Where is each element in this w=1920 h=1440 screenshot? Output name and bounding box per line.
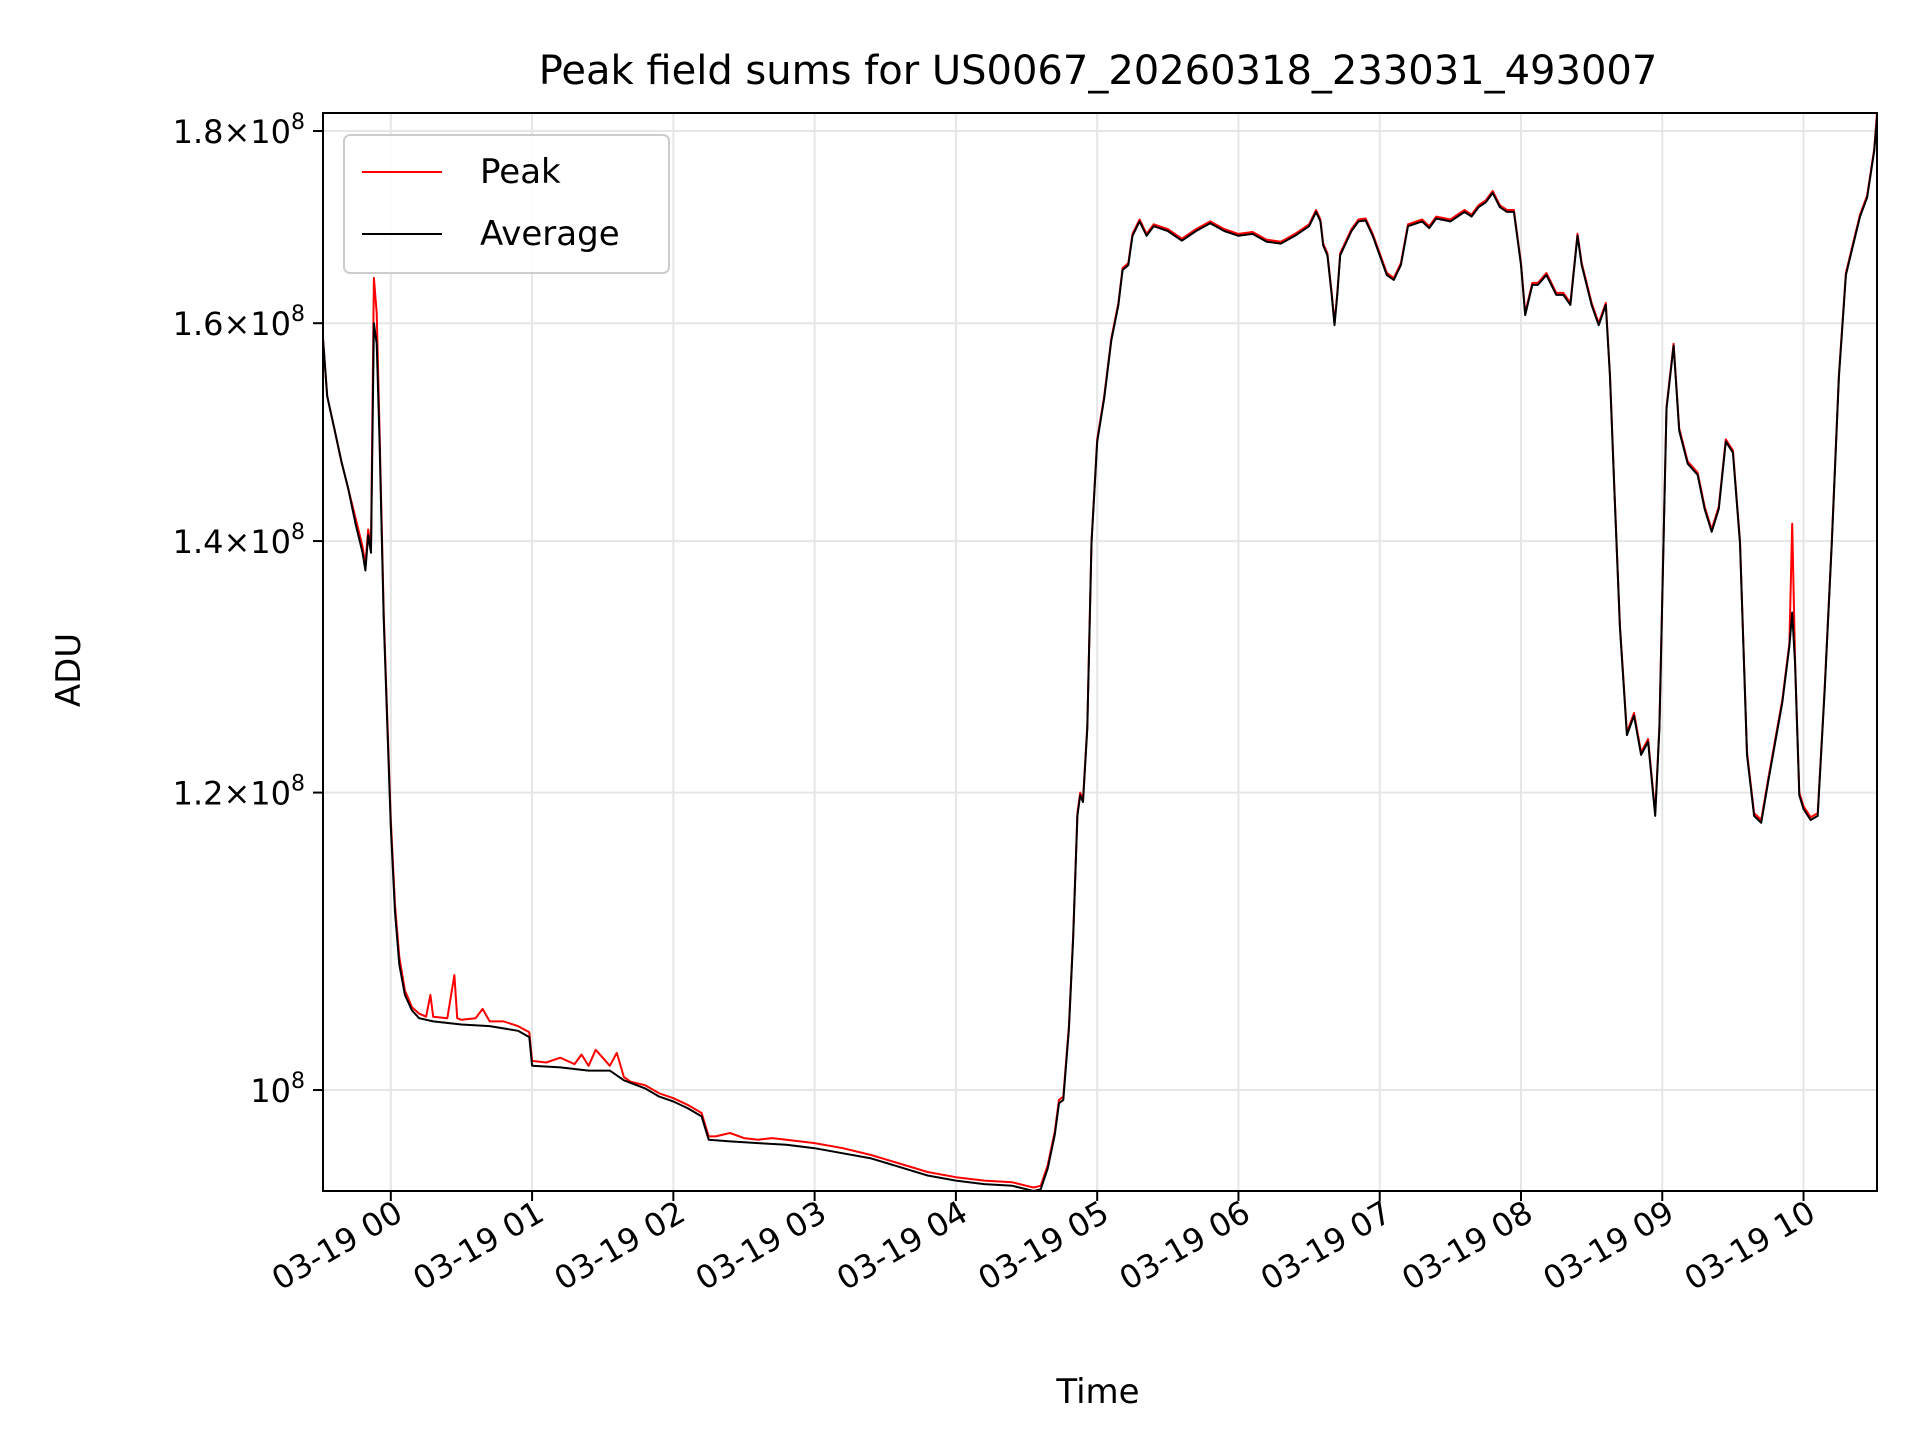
y-axis-label: ADU [49,633,89,707]
y-tick-label: 1.4×108 [173,520,305,561]
y-tick-label: 1.2×108 [173,772,305,813]
series-line-peak [323,113,1877,1189]
x-axis-label: Time [1055,1372,1139,1412]
chart-title: Peak field sums for US0067_20260318_2330… [539,48,1658,94]
x-tick-label: 03-19 00 [265,1193,409,1298]
x-tick-label: 03-19 02 [548,1193,692,1298]
legend-label-peak: Peak [480,152,561,192]
series-line-average [323,117,1877,1191]
x-tick-label: 03-19 08 [1395,1193,1539,1298]
legend-label-average: Average [480,214,620,254]
plot-frame [322,112,1878,1192]
x-tick-label: 03-19 10 [1678,1193,1822,1298]
grid-layer [323,113,1877,1191]
y-tick-label: 1.8×108 [173,110,305,151]
x-tick-label: 03-19 01 [406,1193,550,1298]
x-tick-label: 03-19 09 [1537,1193,1681,1298]
x-tick-label: 03-19 06 [1113,1193,1257,1298]
legend: Peak Average [343,134,670,274]
y-tick-label: 1.6×108 [173,302,305,343]
x-tick-label: 03-19 04 [830,1193,974,1298]
series-layer [323,113,1877,1191]
legend-box [343,134,670,274]
x-tick-label: 03-19 03 [689,1193,833,1298]
x-tick-label: 03-19 07 [1254,1193,1398,1298]
y-tick-label: 108 [250,1069,305,1110]
x-tick-label: 03-19 05 [972,1193,1116,1298]
